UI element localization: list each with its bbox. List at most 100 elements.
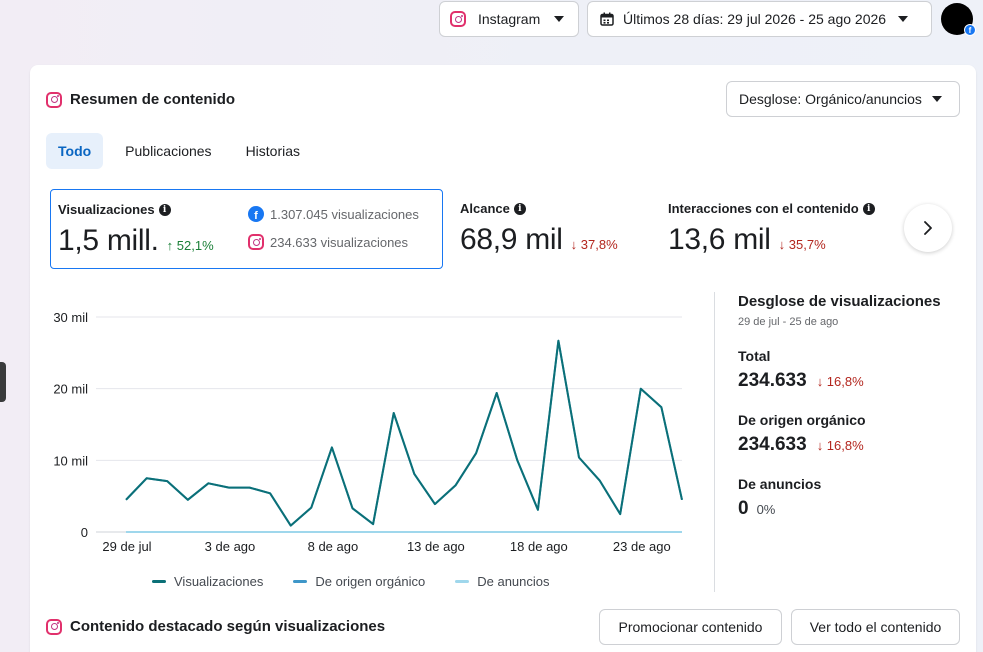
data-point[interactable] (535, 507, 541, 513)
tab-stories[interactable]: Historias (245, 143, 301, 159)
organic-row: 234.633 ↓ 16,8% (738, 434, 968, 456)
content-summary-card: Resumen de contenido Desglose: Orgánico/… (30, 65, 976, 652)
data-point[interactable] (370, 521, 376, 527)
info-icon[interactable]: i (862, 202, 875, 215)
data-point[interactable] (350, 505, 356, 511)
data-point[interactable] (247, 485, 253, 491)
metric-reach-label-row: Alcance i (460, 201, 526, 216)
total-value: 234.633 (738, 370, 807, 391)
x-tick-label: 29 de jul (102, 539, 151, 554)
views-facebook-row: f 1.307.045 visualizaciones (248, 206, 419, 222)
ads-label: De anuncios (738, 476, 822, 492)
legend-item-organic[interactable]: De origen orgánico (293, 574, 425, 589)
instagram-icon (248, 234, 264, 250)
metric-views-label-row: Visualizaciones i (58, 202, 171, 217)
instagram-icon (450, 11, 466, 27)
views-line-chart: 30 mil 20 mil 10 mil 0 29 de jul 3 de ago 8 de… (53, 310, 685, 554)
legend-item-ads[interactable]: De anuncios (455, 574, 550, 589)
data-point[interactable] (288, 523, 294, 529)
series-line-views (125, 339, 683, 527)
chevron-down-icon (898, 16, 909, 22)
avatar[interactable]: f (941, 3, 976, 36)
metric-views-card[interactable]: Visualizaciones i 1,5 mill. ↑ 52,1% f 1.… (50, 189, 443, 269)
total-delta: ↓ 16,8% (816, 374, 864, 389)
instagram-icon (46, 618, 62, 635)
platform-dropdown[interactable]: Instagram (439, 1, 579, 37)
data-point[interactable] (514, 457, 520, 463)
data-point[interactable] (679, 497, 685, 503)
breakdown-dropdown[interactable]: Desglose: Orgánico/anuncios (726, 81, 960, 117)
legend-swatch (152, 580, 166, 583)
facebook-badge-icon: f (964, 24, 976, 36)
x-tick-label: 8 de ago (308, 539, 359, 554)
side-panel-handle[interactable] (0, 362, 6, 402)
chevron-right-icon (924, 221, 932, 235)
data-point[interactable] (267, 490, 273, 496)
metric-reach-value-row: 68,9 mil ↓ 37,8% (460, 223, 618, 257)
metric-interactions-label: Interacciones con el contenido (668, 201, 859, 216)
breakdown-label: Desglose: Orgánico/anuncios (739, 91, 922, 107)
x-tick-label: 23 de ago (613, 539, 671, 554)
metric-views-value-row: 1,5 mill. ↑ 52,1% (58, 224, 214, 258)
facebook-icon: f (248, 206, 264, 222)
y-tick-label: 10 mil (53, 453, 88, 468)
info-icon[interactable]: i (158, 203, 171, 216)
total-label: Total (738, 348, 771, 364)
card-title-text: Resumen de contenido (70, 91, 236, 108)
metric-views-value: 1,5 mill. (58, 224, 159, 257)
y-tick-label: 30 mil (53, 310, 88, 325)
data-point[interactable] (391, 410, 397, 416)
views-breakdown-panel: Desglose de visualizaciones 29 de jul - … (738, 293, 968, 520)
data-point[interactable] (308, 505, 314, 511)
metric-interactions-value-row: 13,6 mil ↓ 35,7% (668, 223, 826, 257)
data-point[interactable] (329, 444, 335, 450)
promote-content-button[interactable]: Promocionar contenido (599, 609, 782, 645)
breakdown-date: 29 de jul - 25 de ago (738, 316, 839, 328)
featured-content-title: Contenido destacado según visualizacione… (46, 618, 385, 635)
see-all-content-button[interactable]: Ver todo el contenido (791, 609, 960, 645)
organic-value: 234.633 (738, 434, 807, 455)
top-bar: Instagram Últimos 28 días: 29 jul 2026 -… (0, 0, 983, 40)
y-tick-label: 0 (81, 525, 88, 540)
data-point[interactable] (164, 478, 170, 484)
calendar-icon (600, 12, 614, 26)
next-metrics-button[interactable] (904, 204, 952, 252)
x-tick-label: 13 de ago (407, 539, 465, 554)
info-icon[interactable]: i (513, 202, 526, 215)
data-point[interactable] (452, 482, 458, 488)
breakdown-title: Desglose de visualizaciones (738, 293, 941, 310)
data-point[interactable] (473, 450, 479, 456)
data-point[interactable] (144, 475, 150, 481)
data-point[interactable] (205, 480, 211, 486)
chevron-down-icon (931, 96, 942, 102)
data-point[interactable] (185, 497, 191, 503)
x-tick-label: 3 de ago (205, 539, 256, 554)
content-tabs: Todo Publicaciones Historias (46, 133, 322, 169)
legend-label: De anuncios (477, 574, 550, 589)
date-range-dropdown[interactable]: Últimos 28 días: 29 jul 2026 - 25 ago 20… (587, 1, 932, 37)
card-title: Resumen de contenido (46, 91, 235, 108)
ads-value: 0 (738, 498, 749, 519)
data-point[interactable] (597, 477, 603, 483)
data-point[interactable] (658, 404, 664, 410)
data-point[interactable] (638, 386, 644, 392)
legend-swatch (293, 580, 308, 583)
data-point[interactable] (432, 501, 438, 507)
data-point[interactable] (576, 454, 582, 460)
metric-reach-delta: ↓ 37,8% (570, 237, 618, 252)
data-point[interactable] (411, 471, 417, 477)
legend-item-views[interactable]: Visualizaciones (152, 574, 263, 589)
tab-posts[interactable]: Publicaciones (125, 143, 212, 159)
metric-interactions-value: 13,6 mil (668, 223, 771, 256)
legend-label: Visualizaciones (174, 574, 264, 589)
data-point[interactable] (617, 511, 623, 517)
data-point[interactable] (226, 485, 232, 491)
tab-all[interactable]: Todo (46, 133, 104, 169)
organic-label: De origen orgánico (738, 412, 866, 428)
data-point[interactable] (494, 390, 500, 396)
data-point[interactable] (123, 497, 129, 503)
metric-interactions-label-row: Interacciones con el contenido i (668, 201, 875, 216)
featured-content-title-text: Contenido destacado según visualizacione… (70, 618, 386, 635)
data-point[interactable] (555, 338, 561, 344)
metric-views-label: Visualizaciones (58, 202, 155, 217)
